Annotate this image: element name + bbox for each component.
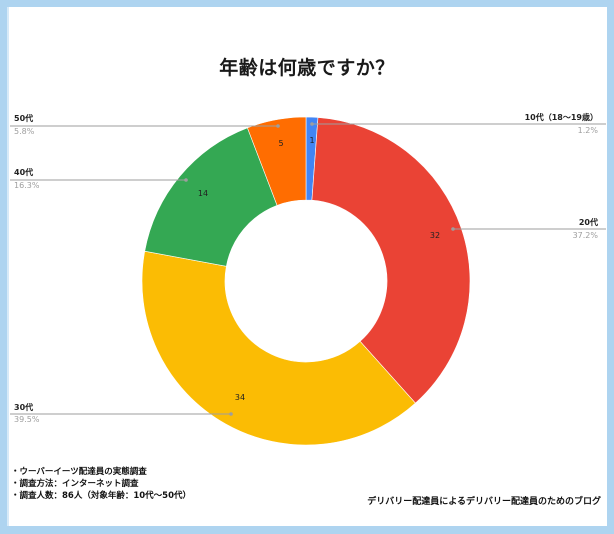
note-survey-count: ・調査人数：86人（対象年齢：10代〜50代） (11, 491, 191, 501)
blog-credit: デリバリー配達員によるデリバリー配達員のためのブログ (367, 497, 601, 507)
value-label-thirties: 34 (235, 393, 245, 402)
value-label-teens: 1 (309, 136, 314, 145)
chart-title: 年齢は何歳ですか？ (219, 57, 395, 79)
slice-fifties (247, 116, 307, 206)
slice-thirties (141, 250, 416, 446)
value-label-forties: 14 (198, 189, 208, 198)
leader-dots (184, 122, 455, 416)
percent-label-twenties: 37.2% (572, 231, 598, 240)
category-label-teens: 10代（18〜19歳） (524, 113, 598, 122)
frame-inner-edge (7, 7, 9, 526)
leader-lines (10, 123, 606, 415)
category-label-forties: 40代 (14, 168, 34, 177)
slice-twenties (311, 117, 471, 404)
note-survey-name: ・ウーバーイーツ配達員の実態調査 (11, 467, 147, 477)
value-label-fifties: 5 (278, 139, 283, 148)
donut-slices (141, 116, 471, 446)
category-label-fifties: 50代 (14, 114, 34, 123)
percent-label-teens: 1.2% (577, 126, 598, 135)
category-label-twenties: 20代 (578, 218, 598, 227)
percent-label-fifties: 5.8% (14, 127, 35, 136)
note-survey-method: ・調査方法：インターネット調査 (11, 479, 139, 489)
category-label-thirties: 30代 (14, 403, 34, 412)
percent-label-thirties: 39.5% (14, 415, 40, 424)
value-label-twenties: 32 (430, 231, 440, 240)
survey-notes: ・ウーバーイーツ配達員の実態調査 ・調査方法：インターネット調査 ・調査人数：8… (11, 466, 191, 502)
percent-label-forties: 16.3% (14, 181, 40, 190)
